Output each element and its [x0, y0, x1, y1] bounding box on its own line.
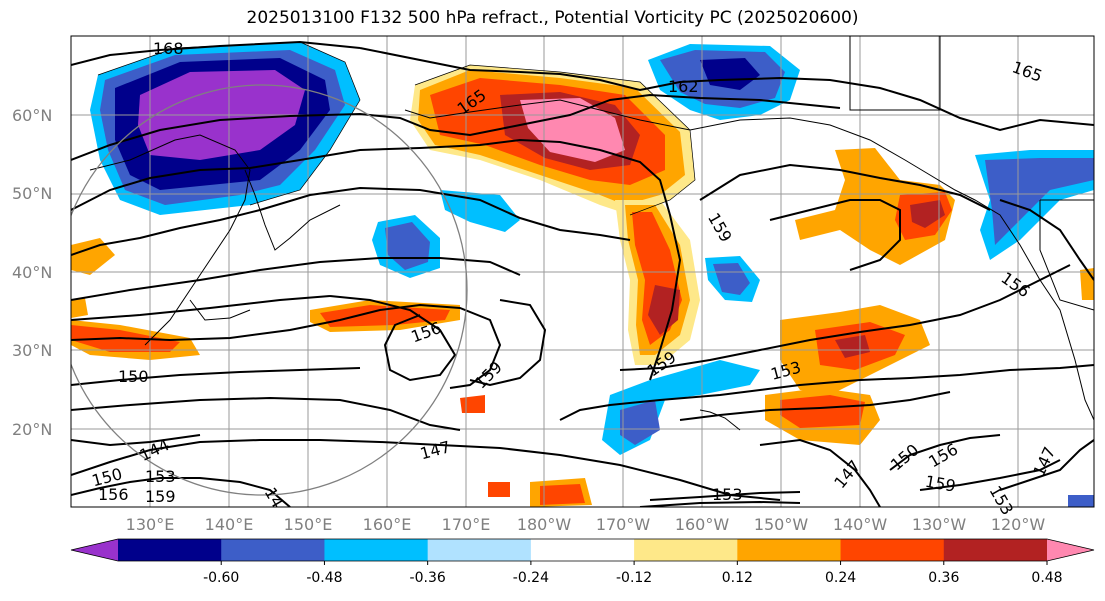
- contour-label: 153: [712, 485, 743, 504]
- colorbar-tick-label: 0.48: [1031, 570, 1062, 586]
- colorbar-segment: [943, 539, 1048, 561]
- lon-label: 170°E: [442, 515, 491, 534]
- colorbar-extend-high: [1047, 539, 1094, 561]
- colorbar-tick-label: 0.36: [928, 570, 959, 586]
- lon-label: 140°E: [205, 515, 254, 534]
- colorbar-segment: [324, 539, 429, 561]
- lon-label: 160°E: [363, 515, 412, 534]
- lon-label: 130°W: [912, 515, 967, 534]
- lat-label: 40°N: [12, 263, 52, 282]
- radius-circle: [71, 84, 468, 496]
- latitude-labels: 60°N 50°N 40°N 30°N 20°N: [12, 106, 52, 439]
- lon-label: 160°W: [675, 515, 730, 534]
- colorbar-tick-label: -0.60: [203, 570, 239, 586]
- contour-label: 153: [145, 467, 176, 486]
- lat-label: 30°N: [12, 341, 52, 360]
- colorbar-segment: [118, 539, 222, 561]
- colorbar: [70, 538, 1095, 562]
- lon-label: 170°W: [596, 515, 651, 534]
- colorbar-tick-labels: -0.60 -0.48 -0.36 -0.24 -0.12 0.12 0.24 0.36 0.4…: [203, 561, 1063, 586]
- lat-label: 60°N: [12, 106, 52, 125]
- contour-label: 159: [145, 487, 176, 506]
- longitude-labels: 130°E 140°E 150°E 160°E 170°E 180°W 170°…: [126, 515, 1046, 534]
- colorbar-outline: [70, 538, 1095, 562]
- lon-label: 180°W: [517, 515, 572, 534]
- map-frame: [70, 35, 1095, 508]
- colorbar-segment: [530, 539, 635, 561]
- colorbar-segment: [840, 539, 945, 561]
- lon-label: 140°W: [833, 515, 888, 534]
- contour-label: 150: [118, 367, 149, 386]
- colorbar-tick-label: -0.24: [513, 570, 549, 586]
- lon-label: 150°E: [284, 515, 333, 534]
- colorbar-extend-low: [71, 539, 118, 561]
- contour-label: 156: [98, 485, 129, 504]
- contour-label: 162: [668, 77, 699, 96]
- colorbar-segment: [427, 539, 532, 561]
- lat-label: 20°N: [12, 420, 52, 439]
- colorbar-segment: [221, 539, 325, 561]
- lon-label: 120°W: [991, 515, 1046, 534]
- colorbar-tick-label: -0.12: [616, 570, 652, 586]
- contour-label: 168: [153, 39, 184, 58]
- pv-shading: [71, 42, 1094, 507]
- colorbar-tick-label: -0.36: [410, 570, 446, 586]
- lon-label: 130°E: [126, 515, 175, 534]
- colorbar-segment: [634, 539, 738, 561]
- lat-label: 50°N: [12, 184, 52, 203]
- colorbar-tick-label: -0.48: [306, 570, 342, 586]
- map-gridlines: [71, 36, 1094, 507]
- colorbar-tick-label: 0.24: [825, 570, 856, 586]
- map-plot-area: [71, 36, 1094, 507]
- lon-label: 150°W: [754, 515, 809, 534]
- map-title: 2025013100 F132 500 hPa refract., Potent…: [246, 8, 859, 28]
- colorbar-tick-label: 0.12: [722, 570, 753, 586]
- pv-outlines: [97, 41, 696, 216]
- colorbar-segment: [737, 539, 842, 561]
- coastlines: [89, 36, 1094, 431]
